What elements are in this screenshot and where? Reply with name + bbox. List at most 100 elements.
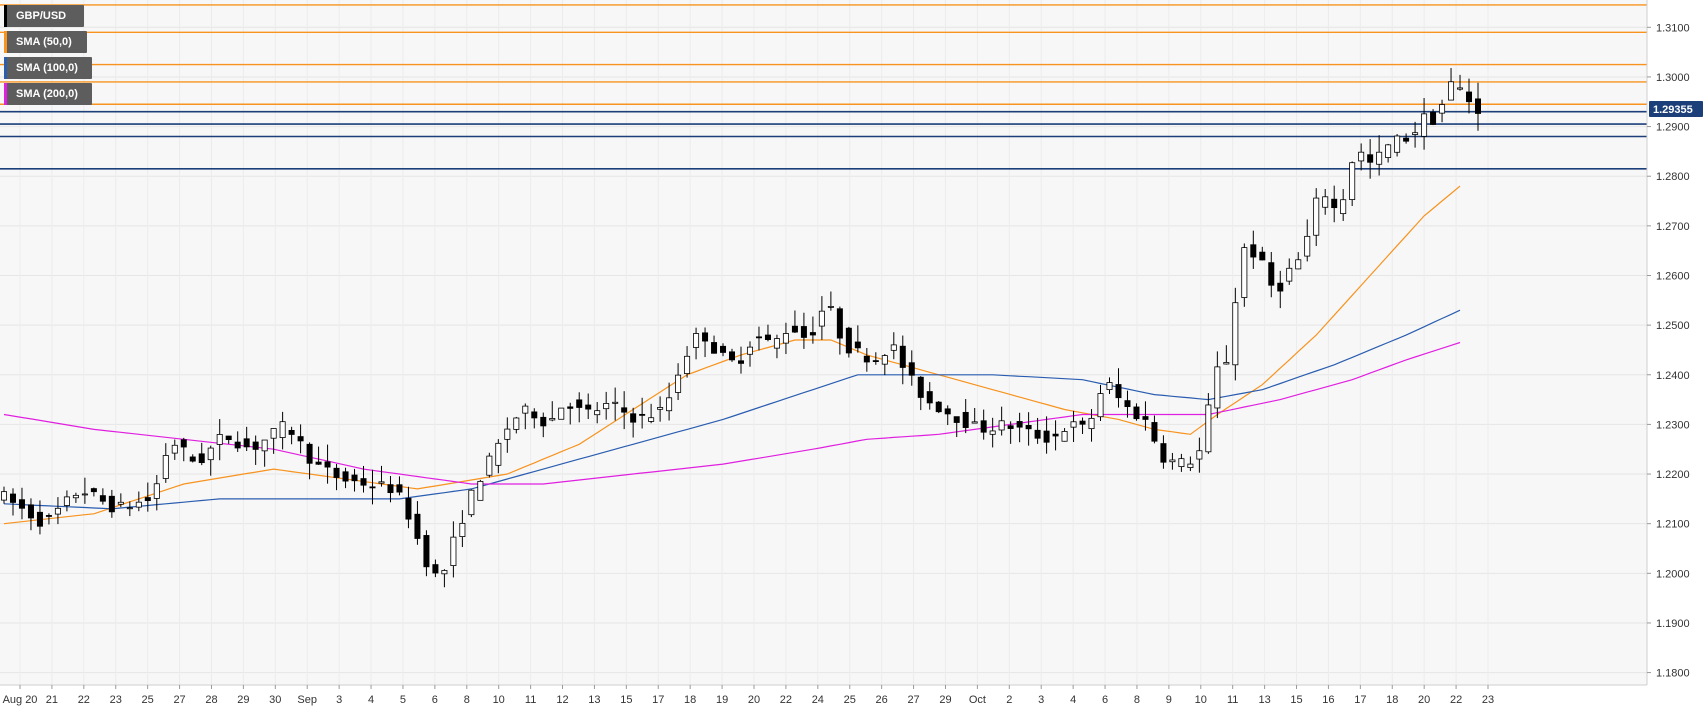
candle-body-down	[621, 407, 628, 413]
x-tick-label: 10	[1195, 694, 1207, 706]
candle-body-up	[549, 418, 556, 421]
candle-body-up	[126, 507, 133, 510]
candle-body-down	[405, 497, 412, 520]
candle-body-down	[980, 420, 987, 433]
x-tick-label: 18	[1386, 694, 1398, 706]
candle-body-up	[881, 355, 888, 365]
candle-body-up	[1457, 87, 1464, 90]
candle-body-down	[1052, 433, 1059, 437]
candle-body-down	[531, 411, 538, 419]
x-tick-label: 23	[1482, 694, 1494, 706]
candle-body-up	[1313, 197, 1320, 236]
candle-body-up	[504, 428, 511, 440]
candle-body-down	[1142, 416, 1149, 420]
candle-body-down	[387, 484, 394, 494]
candle-body-up	[135, 501, 142, 508]
candle-body-down	[1367, 154, 1374, 163]
candle-body-up	[477, 480, 484, 501]
y-tick-label: 1.2400	[1656, 370, 1690, 382]
candle-body-down	[297, 436, 304, 442]
candle-body-down	[1475, 98, 1482, 114]
candle-body-down	[252, 441, 259, 450]
candle-body-down	[1160, 443, 1167, 463]
y-tick-label: 1.2000	[1656, 568, 1690, 580]
x-tick-label: 27	[907, 694, 919, 706]
x-tick-label: 4	[1070, 694, 1076, 706]
x-tick-label: 3	[336, 694, 342, 706]
y-tick-label: 1.2800	[1656, 171, 1690, 183]
legend-swatch-symbol	[4, 5, 7, 27]
candle-body-down	[396, 484, 403, 493]
candle-body-down	[702, 332, 709, 342]
x-tick-label: 27	[173, 694, 185, 706]
candle-body-up	[1340, 199, 1347, 215]
candle-body-down	[809, 332, 816, 336]
candle-body-down	[585, 404, 592, 410]
candle-body-up	[216, 434, 223, 445]
candle-body-down	[845, 327, 852, 354]
candle-body-down	[1115, 384, 1122, 399]
candle-body-down	[755, 336, 762, 339]
candle-body-up	[261, 439, 268, 452]
y-tick-label: 1.2700	[1656, 221, 1690, 233]
candle-body-down	[567, 406, 574, 409]
candle-body-down	[738, 360, 745, 364]
candle-body-down	[729, 351, 736, 361]
x-tick-label: 11	[1227, 694, 1238, 706]
candle-body-up	[693, 333, 700, 348]
y-tick-label: 1.1800	[1656, 668, 1690, 680]
candle-body-down	[935, 401, 942, 413]
candle-body-up	[998, 420, 1005, 431]
candle-body-up	[486, 455, 493, 476]
candle-body-up	[1295, 259, 1302, 270]
candle-body-down	[144, 497, 151, 502]
candle-body-down	[630, 413, 637, 423]
x-tick-label: 6	[1102, 694, 1108, 706]
candle-body-up	[441, 570, 448, 575]
candle-body-up	[450, 536, 457, 566]
candle-body-up	[989, 430, 996, 435]
legend-sma-100[interactable]: SMA (100,0)	[4, 57, 92, 79]
candle-body-up	[1061, 431, 1068, 442]
candle-body-up	[1286, 267, 1293, 282]
candle-body-up	[207, 447, 214, 461]
candle-body-down	[90, 488, 97, 493]
legend-symbol[interactable]: GBP/USD	[4, 5, 84, 27]
candle-body-down	[908, 362, 915, 376]
candle-body-down	[836, 308, 843, 339]
candle-body-up	[495, 442, 502, 466]
candle-body-up	[890, 344, 897, 351]
x-tick-label: 16	[1322, 694, 1334, 706]
x-tick-label: 8	[1134, 694, 1140, 706]
candle-body-up	[153, 483, 160, 499]
candle-body-up	[1412, 132, 1419, 135]
candle-body-down	[36, 511, 43, 527]
candle-body-up	[684, 355, 691, 374]
x-tick-label: 15	[620, 694, 632, 706]
candle-body-up	[675, 374, 682, 393]
legend: GBP/USD SMA (50,0) SMA (100,0) SMA (200,…	[4, 5, 92, 109]
time-axis: Aug 20 21 22 23 25 27 28 29 30 Sep 3 4 5 6 8 10 11 12 13 15…	[3, 685, 1494, 706]
x-tick-label: 5	[400, 694, 406, 706]
x-tick-label: 4	[368, 694, 374, 706]
x-tick-label: 25	[844, 694, 856, 706]
candle-body-down	[27, 504, 34, 519]
candle-body-up	[1358, 151, 1365, 162]
y-tick-label: 1.3000	[1656, 72, 1690, 84]
y-tick-label: 1.2200	[1656, 469, 1690, 481]
legend-sma-200-label: SMA (200,0)	[16, 88, 78, 100]
candle-body-down	[926, 391, 933, 404]
candle-body-up	[558, 407, 565, 420]
x-tick-label: 18	[684, 694, 696, 706]
x-tick-label: 9	[1166, 694, 1172, 706]
legend-sma-50[interactable]: SMA (50,0)	[4, 31, 87, 53]
x-tick-label: 22	[78, 694, 90, 706]
candle-body-up	[1232, 302, 1239, 366]
candle-body-up	[1394, 135, 1401, 153]
y-tick-label: 1.2500	[1656, 320, 1690, 332]
legend-sma-200[interactable]: SMA (200,0)	[4, 83, 92, 105]
candle-body-down	[1124, 400, 1131, 408]
candle-body-down	[1259, 251, 1266, 261]
candle-body-down	[1250, 244, 1257, 258]
